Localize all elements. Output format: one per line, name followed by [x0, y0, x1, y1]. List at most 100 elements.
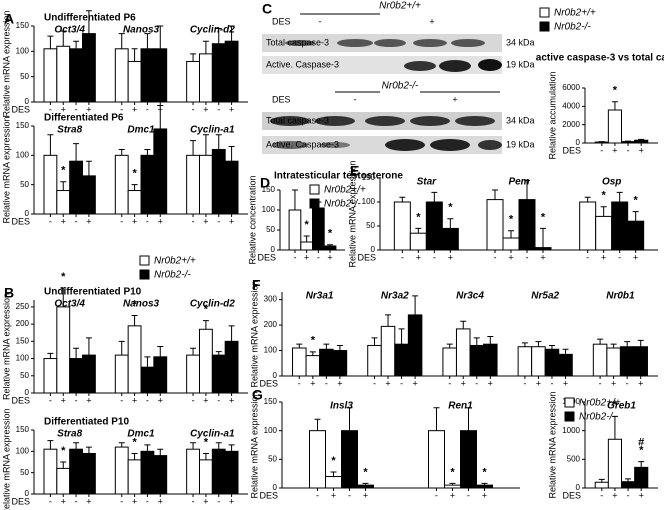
treatment-label: DES — [11, 216, 30, 226]
significance: * — [448, 202, 453, 214]
treatment-label: DES — [272, 94, 291, 104]
bar — [56, 190, 71, 215]
treatment-label: DES — [357, 252, 376, 262]
treatment: - — [550, 378, 553, 388]
bar — [469, 344, 485, 377]
legend-label: Nr0b2+/+ — [554, 8, 596, 19]
y-axis-label: Relative mRNA expression — [249, 391, 259, 498]
bar — [325, 476, 342, 489]
blot-row: Active. Caspase-3 — [266, 59, 339, 69]
treatment: - — [192, 395, 195, 405]
chart-title: Intratesticular testosterone — [274, 171, 403, 182]
significance: # — [638, 437, 644, 449]
bar — [611, 201, 629, 251]
y-tick-label: 4000 — [562, 101, 580, 110]
error-bar — [215, 442, 222, 450]
bar — [211, 448, 226, 495]
error-bar — [637, 339, 644, 347]
error-bar — [492, 189, 498, 200]
treatment: + — [482, 490, 487, 500]
significance: * — [639, 445, 644, 457]
error-bar — [291, 189, 298, 210]
error-bar — [415, 227, 422, 234]
error-bar — [60, 181, 67, 191]
treatment: + — [639, 490, 644, 500]
bar — [627, 220, 645, 251]
panel-letter: D — [260, 175, 270, 191]
error-bar — [73, 40, 80, 49]
blot-treatment: + — [429, 16, 434, 26]
treatment: - — [49, 104, 52, 114]
bar — [198, 459, 213, 495]
panel-letter: F — [252, 277, 261, 293]
error-bar — [597, 338, 604, 345]
treatment: + — [61, 496, 66, 506]
bar — [186, 154, 200, 215]
category-label: Nr3c4 — [456, 291, 484, 302]
treatment: + — [158, 395, 163, 405]
bar — [69, 48, 84, 103]
bar — [425, 201, 443, 251]
category-label: Osp — [602, 177, 621, 188]
bar — [114, 446, 129, 495]
significance: * — [482, 466, 487, 478]
bar — [634, 466, 649, 489]
treatment: - — [49, 496, 52, 506]
treatment-label: DES — [272, 16, 291, 26]
treatment: + — [612, 145, 617, 155]
treatment: - — [348, 490, 351, 500]
bar — [127, 325, 142, 394]
legend-label: Nr0b2-/- — [154, 270, 191, 281]
bar — [531, 346, 546, 377]
bar — [140, 154, 155, 215]
blot-genotype: Nr0b2+/+ — [379, 1, 421, 12]
legend-label: Nr0b2+/+ — [154, 256, 196, 267]
treatment: + — [86, 216, 91, 226]
treatment: + — [611, 378, 616, 388]
bar — [56, 467, 71, 495]
category-label: Dmc1 — [127, 125, 155, 136]
category-label: Stra8 — [57, 125, 82, 136]
bar — [558, 353, 573, 377]
bar — [455, 328, 471, 377]
error-bar — [73, 143, 80, 162]
error-bar — [202, 40, 209, 54]
chart: 0 50 100 150 200 250 Relative mRNA expressionB… — [1, 271, 248, 405]
bar — [224, 40, 239, 103]
bar — [619, 346, 635, 377]
bar — [518, 199, 536, 251]
category-label: Nanos3 — [123, 25, 160, 36]
category-label: Ren1 — [448, 401, 473, 412]
y-axis-label: Relative mRNA expression — [1, 116, 11, 223]
bar — [592, 343, 608, 377]
treatment: - — [293, 252, 296, 262]
error-bar — [131, 452, 138, 460]
y-tick-label: 6000 — [562, 83, 580, 92]
y-tick-label: 100 — [362, 197, 376, 206]
bar — [140, 366, 155, 394]
treatment: - — [373, 378, 376, 388]
error-bar — [412, 295, 419, 315]
panel-letter: C — [262, 1, 272, 17]
error-bar — [323, 343, 330, 350]
treatment: + — [86, 395, 91, 405]
treatment: - — [146, 496, 149, 506]
error-bar — [346, 407, 353, 431]
bar — [394, 343, 409, 377]
treatment: + — [416, 252, 421, 262]
treatment: - — [600, 145, 603, 155]
error-bar — [157, 346, 164, 357]
treatment: + — [132, 395, 137, 405]
bar — [198, 53, 213, 103]
blot-treatment: + — [452, 94, 457, 104]
error-bar — [362, 482, 369, 486]
error-bar — [118, 33, 125, 49]
y-tick-label: 0 — [371, 245, 376, 254]
treatment: - — [626, 378, 629, 388]
error-bar — [584, 196, 591, 202]
bar — [153, 356, 168, 394]
bar — [69, 448, 84, 495]
treatment: - — [192, 496, 195, 506]
category-label: Cyclin-d2 — [190, 299, 235, 310]
